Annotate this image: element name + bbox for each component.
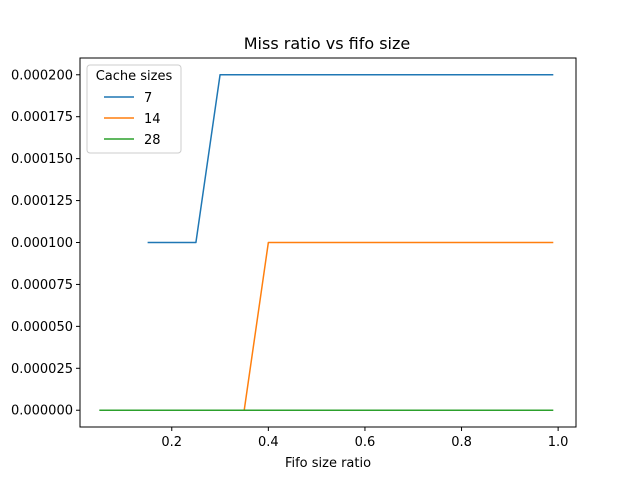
legend-label-7: 7 [144, 91, 152, 106]
series-line-7 [147, 74, 554, 244]
x-axis: 0.2 0.4 0.6 0.8 1.0 [161, 427, 568, 450]
series-layer [99, 74, 554, 411]
x-tick-label: 0.8 [451, 435, 472, 450]
legend: Cache sizes 7 14 28 [86, 64, 182, 154]
legend-title: Cache sizes [96, 69, 173, 84]
x-tick-label: 1.0 [548, 435, 569, 450]
y-tick-label: 0.000125 [11, 194, 73, 209]
legend-label-28: 28 [144, 133, 161, 148]
legend-label-14: 14 [144, 112, 161, 127]
chart-title: Miss ratio vs fifo size [244, 34, 410, 53]
y-tick-label: 0.000200 [11, 68, 73, 83]
x-axis-label: Fifo size ratio [285, 456, 371, 471]
legend-box [86, 64, 182, 154]
y-tick-label: 0.000050 [11, 320, 73, 335]
y-tick-label: 0.000150 [11, 152, 73, 167]
y-tick-label: 0.000100 [11, 236, 73, 251]
y-tick-label: 0.000025 [11, 362, 73, 377]
y-tick-label: 0.000075 [11, 278, 73, 293]
x-tick-label: 0.4 [258, 435, 279, 450]
y-axis: 0.000000 0.000025 0.000050 0.000075 0.000100… [11, 68, 80, 419]
x-tick-label: 0.2 [161, 435, 182, 450]
legend-entries: 7 14 28 [104, 91, 161, 148]
y-tick-label: 0.000175 [11, 110, 73, 125]
x-tick-label: 0.6 [355, 435, 376, 450]
y-tick-label: 0.000000 [11, 404, 73, 419]
